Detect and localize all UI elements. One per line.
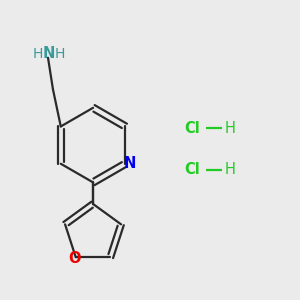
Text: Cl: Cl — [184, 121, 200, 136]
Text: N: N — [43, 46, 55, 61]
Text: H: H — [33, 47, 44, 61]
Text: H: H — [55, 47, 65, 61]
Text: Cl: Cl — [184, 162, 200, 177]
Text: H: H — [225, 121, 236, 136]
Text: O: O — [68, 251, 81, 266]
Text: N: N — [124, 156, 136, 171]
Text: H: H — [225, 162, 236, 177]
